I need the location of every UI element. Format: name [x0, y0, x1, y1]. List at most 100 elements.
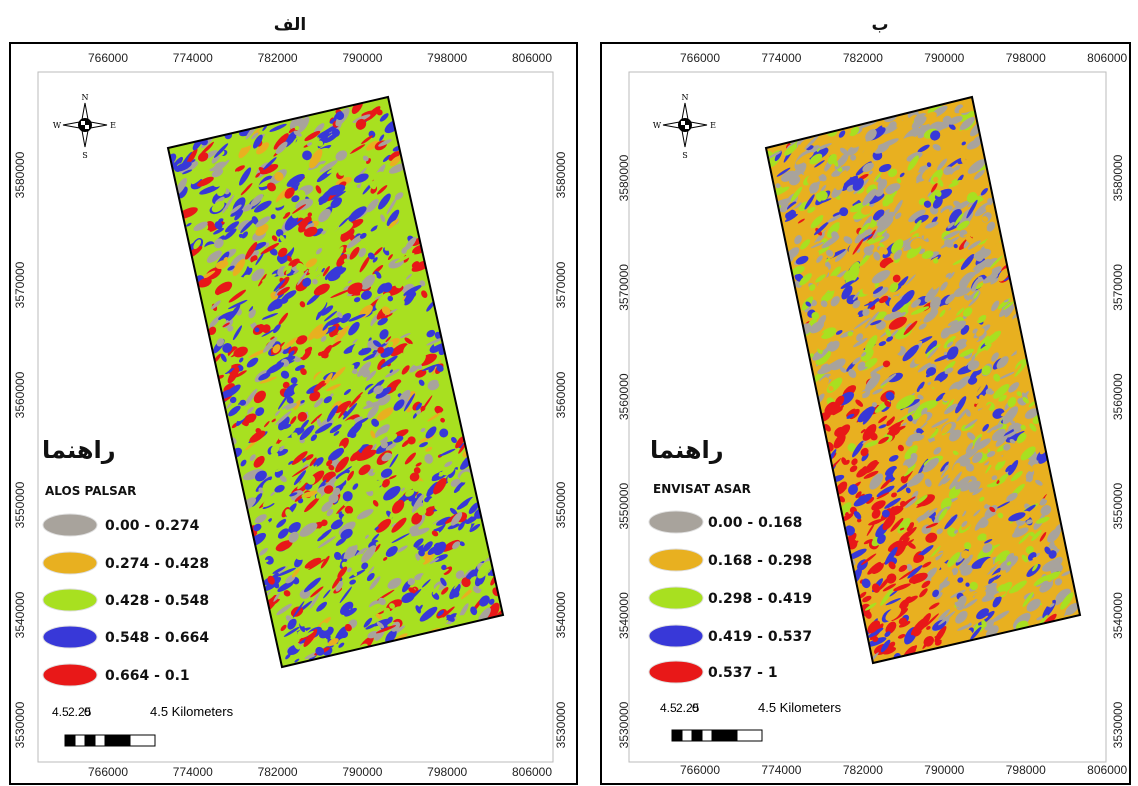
compass-center	[85, 125, 89, 129]
x-tick-label: 790000	[342, 765, 382, 779]
x-tick-label: 766000	[680, 763, 720, 777]
compass-label: N	[682, 93, 689, 102]
scale-segment	[682, 730, 692, 741]
x-tick-label: 774000	[761, 51, 801, 65]
compass-label: W	[653, 121, 662, 130]
x-tick-label: 766000	[88, 51, 128, 65]
y-tick-label: 3540000	[1111, 592, 1125, 639]
legend-swatch	[43, 552, 97, 574]
scale-unit: 4.5 Kilometers	[150, 704, 234, 719]
legend-swatch	[649, 587, 703, 609]
y-tick-label: 3580000	[13, 151, 27, 198]
compass-label: S	[82, 151, 87, 160]
x-tick-label: 798000	[427, 765, 467, 779]
legend-sensor: ALOS PALSAR	[45, 484, 136, 498]
x-tick-label: 798000	[1006, 51, 1046, 65]
x-tick-label: 774000	[173, 765, 213, 779]
y-tick-label: 3540000	[617, 592, 631, 639]
legend-label: 0.664 - 0.1	[105, 668, 190, 684]
legend-label: 0.00 - 0.274	[105, 518, 200, 534]
x-tick-label: 766000	[680, 51, 720, 65]
panel-label: ب	[871, 15, 888, 35]
y-tick-label: 3580000	[1111, 154, 1125, 201]
legend-swatch	[649, 549, 703, 571]
x-tick-label: 806000	[512, 51, 552, 65]
y-tick-label: 3550000	[554, 481, 568, 528]
y-tick-label: 3530000	[13, 701, 27, 748]
x-tick-label: 798000	[1006, 763, 1046, 777]
scale-segment	[712, 730, 737, 741]
y-tick-label: 3530000	[554, 701, 568, 748]
compass-center	[685, 125, 689, 129]
y-tick-label: 3560000	[13, 371, 27, 418]
scale-segment	[672, 730, 682, 741]
x-tick-label: 806000	[1087, 51, 1127, 65]
scale-segment	[75, 735, 85, 746]
compass-label: N	[82, 93, 89, 102]
y-tick-label: 3550000	[1111, 483, 1125, 530]
compass-label: E	[710, 121, 716, 130]
scale-label: 0	[692, 701, 699, 715]
x-tick-label: 790000	[924, 51, 964, 65]
scale-label: 0	[84, 705, 91, 719]
scale-segment	[65, 735, 75, 746]
x-tick-label: 790000	[342, 51, 382, 65]
scale-segment	[105, 735, 130, 746]
compass-label: E	[110, 121, 116, 130]
y-tick-label: 3580000	[554, 151, 568, 198]
scale-unit: 4.5 Kilometers	[758, 700, 842, 715]
y-tick-label: 3560000	[1111, 373, 1125, 420]
legend-label: 0.274 - 0.428	[105, 556, 209, 572]
compass-label: W	[53, 121, 62, 130]
x-tick-label: 806000	[512, 765, 552, 779]
scale-segment	[130, 735, 155, 746]
panel-label: الف	[274, 15, 306, 35]
x-tick-label: 782000	[843, 763, 883, 777]
legend-label: 0.168 - 0.298	[708, 553, 812, 569]
y-tick-label: 3530000	[617, 701, 631, 748]
legend-label: 0.419 - 0.537	[708, 629, 812, 645]
scale-label: 4.5	[52, 705, 69, 719]
x-tick-label: 790000	[924, 763, 964, 777]
x-tick-label: 774000	[761, 763, 801, 777]
y-tick-label: 3570000	[617, 264, 631, 311]
scale-label: 4.5	[660, 701, 677, 715]
scale-segment	[85, 735, 95, 746]
y-tick-label: 3580000	[617, 154, 631, 201]
compass-label: S	[682, 151, 687, 160]
y-tick-label: 3570000	[13, 261, 27, 308]
y-tick-label: 3540000	[13, 591, 27, 638]
legend-swatch	[43, 626, 97, 648]
legend-swatch	[43, 664, 97, 686]
legend-title: راهنما	[42, 436, 116, 464]
x-tick-label: 774000	[173, 51, 213, 65]
legend-swatch	[649, 625, 703, 647]
legend-swatch	[43, 514, 97, 536]
x-tick-label: 798000	[427, 51, 467, 65]
scale-segment	[692, 730, 702, 741]
y-tick-label: 3530000	[1111, 701, 1125, 748]
legend-swatch	[649, 661, 703, 683]
scale-segment	[702, 730, 712, 741]
x-tick-label: 782000	[258, 765, 298, 779]
y-tick-label: 3560000	[617, 373, 631, 420]
legend-label: 0.537 - 1	[708, 665, 778, 681]
y-tick-label: 3570000	[1111, 264, 1125, 311]
scale-segment	[95, 735, 105, 746]
legend-swatch	[43, 589, 97, 611]
legend-label: 0.548 - 0.664	[105, 630, 209, 646]
y-tick-label: 3570000	[554, 261, 568, 308]
legend-sensor: ENVISAT ASAR	[653, 482, 751, 496]
y-tick-label: 3560000	[554, 371, 568, 418]
scale-segment	[737, 730, 762, 741]
legend-title: راهنما	[650, 436, 724, 464]
x-tick-label: 782000	[843, 51, 883, 65]
compass-center	[681, 121, 685, 125]
y-tick-label: 3550000	[13, 481, 27, 528]
map-figure: الف 766000 766000 774000 774000 782000 782000 7…	[0, 0, 1138, 786]
x-tick-label: 782000	[258, 51, 298, 65]
legend-swatch	[649, 511, 703, 533]
legend-label: 0.00 - 0.168	[708, 515, 802, 531]
legend-label: 0.298 - 0.419	[708, 591, 812, 607]
legend-label: 0.428 - 0.548	[105, 593, 209, 609]
